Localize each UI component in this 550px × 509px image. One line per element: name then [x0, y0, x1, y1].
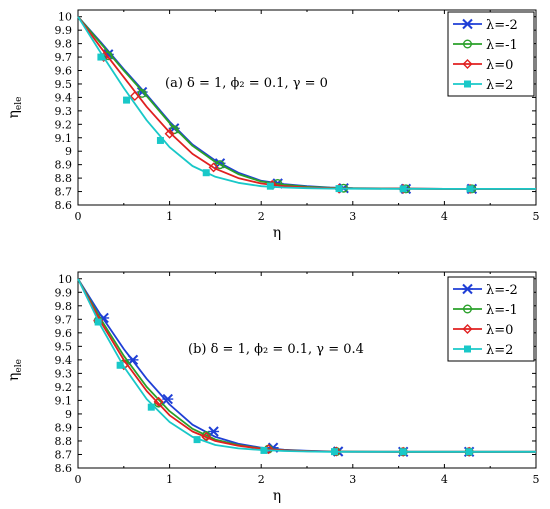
legend-a: λ=-2 λ=-1 λ=0 λ=2: [447, 11, 535, 97]
y-axis-label: ηele: [6, 359, 24, 381]
series-4-point: [193, 436, 201, 444]
series-2-point: [103, 51, 113, 61]
series-4-point: [260, 446, 268, 454]
panel-annotation: (b) δ = 1, ϕ₂ = 0.1, γ = 0.4: [188, 342, 364, 357]
y-tick-label: 9.5: [55, 78, 73, 91]
series-4-point: [335, 185, 343, 193]
x-tick-label: 4: [441, 210, 448, 223]
series-4-point: [123, 96, 131, 104]
y-tick-label: 8.6: [55, 199, 73, 212]
x-tick-label: 0: [75, 210, 82, 223]
legend-marker: [462, 18, 473, 30]
y-tick-label: 8.6: [55, 462, 73, 475]
series-4-point: [116, 361, 124, 369]
series-4-point: [147, 403, 155, 411]
series-3-point: [129, 91, 140, 102]
series-line-4: [77, 16, 536, 190]
x-tick-label: 5: [533, 210, 540, 223]
legend-b: λ=-2 λ=-1 λ=0 λ=2: [447, 276, 535, 362]
legend-label: λ=-2: [486, 283, 518, 298]
x-tick-label: 0: [75, 473, 82, 486]
y-tick-label: 9.6: [55, 65, 73, 78]
y-tick-label: 9.1: [55, 132, 73, 145]
y-tick-label: 9: [65, 408, 72, 421]
x-axis-label: η: [273, 225, 281, 241]
y-tick-label: 8.7: [55, 448, 73, 461]
x-tick-label: 1: [166, 210, 173, 223]
legend-marker: [462, 283, 473, 295]
series-4-point: [97, 53, 105, 61]
y-tick-label: 8.9: [55, 421, 73, 434]
legend-marker: [462, 59, 473, 69]
y-tick-label: 9.2: [55, 381, 73, 394]
y-tick-label: 8.8: [55, 435, 73, 448]
series-4-point: [465, 448, 473, 456]
legend-label: λ=0: [486, 58, 513, 73]
series-4-point: [399, 448, 407, 456]
legend-box: [447, 11, 535, 97]
x-tick-label: 5: [533, 473, 540, 486]
x-tick-label: 2: [258, 210, 265, 223]
panel-b: 0 1 2 3 4 5 8.68.78.88.999.19.29.39.49.59.69.7…: [6, 271, 540, 504]
series-4-point: [466, 185, 474, 193]
y-tick-label: 10: [58, 273, 72, 286]
y-tick-label: 9.9: [55, 286, 73, 299]
y-tick-label: 9.4: [55, 91, 73, 104]
series-4-point: [330, 448, 338, 456]
legend-box: [447, 276, 535, 362]
series-4-point: [399, 185, 407, 193]
y-tick-label: 8.9: [55, 159, 73, 172]
legend-label: λ=-1: [486, 38, 518, 53]
y-tick-label: 10: [58, 11, 72, 24]
y-tick-label: 9.3: [55, 105, 73, 118]
y-tick-label: 9.4: [55, 354, 73, 367]
y-tick-label: 9.2: [55, 118, 73, 131]
legend-label: λ=-1: [486, 303, 518, 318]
legend-marker: [464, 345, 471, 353]
y-axis-label: ηele: [6, 97, 24, 119]
legend-marker: [462, 324, 473, 334]
y-tick-label: 9.8: [55, 38, 73, 51]
y-tick-label: 9.5: [55, 340, 73, 353]
x-tick-label: 4: [441, 473, 448, 486]
legend-label: λ=2: [486, 78, 513, 93]
y-tick-label: 8.7: [55, 186, 73, 199]
y-tick-label: 8.8: [55, 172, 73, 185]
y-tick-label: 9.7: [55, 313, 73, 326]
series-4-point: [266, 182, 274, 190]
y-tick-label: 9.8: [55, 300, 73, 313]
series-2-point: [215, 160, 225, 170]
series-4-point: [202, 169, 210, 177]
series-4-point: [156, 136, 164, 144]
legend-marker: [464, 80, 471, 88]
series-3-point: [153, 396, 164, 407]
y-tick-label: 9.9: [55, 24, 73, 37]
x-tick-label: 3: [349, 473, 356, 486]
panel-annotation: (a) δ = 1, ϕ₂ = 0.1, γ = 0: [165, 76, 328, 91]
series-3-point: [164, 128, 175, 139]
legend-label: λ=0: [486, 323, 513, 338]
legend-marker: [463, 304, 473, 314]
x-axis-label: η: [273, 488, 281, 504]
series-2-point: [154, 398, 164, 408]
x-tick-label: 3: [349, 210, 356, 223]
y-tick-label: 9.7: [55, 51, 73, 64]
series-1-point: [162, 393, 174, 405]
legend-label: λ=2: [486, 343, 513, 358]
y-tick-label: 9.3: [55, 367, 73, 380]
legend-label: λ=-2: [486, 18, 518, 33]
y-tick-label: 9.6: [55, 327, 73, 340]
x-tick-label: 1: [166, 473, 173, 486]
y-tick-label: 9.1: [55, 394, 73, 407]
series-3-point: [208, 162, 219, 173]
panel-a: 0 1 2 3 4 5 8.68.78.88.999.19.29.39.49.59.69.7…: [6, 9, 540, 241]
x-tick-label: 2: [258, 473, 265, 486]
series-2-point: [137, 88, 147, 98]
series-4-point: [94, 318, 102, 326]
y-tick-label: 9: [65, 145, 72, 158]
legend-marker: [463, 39, 473, 49]
